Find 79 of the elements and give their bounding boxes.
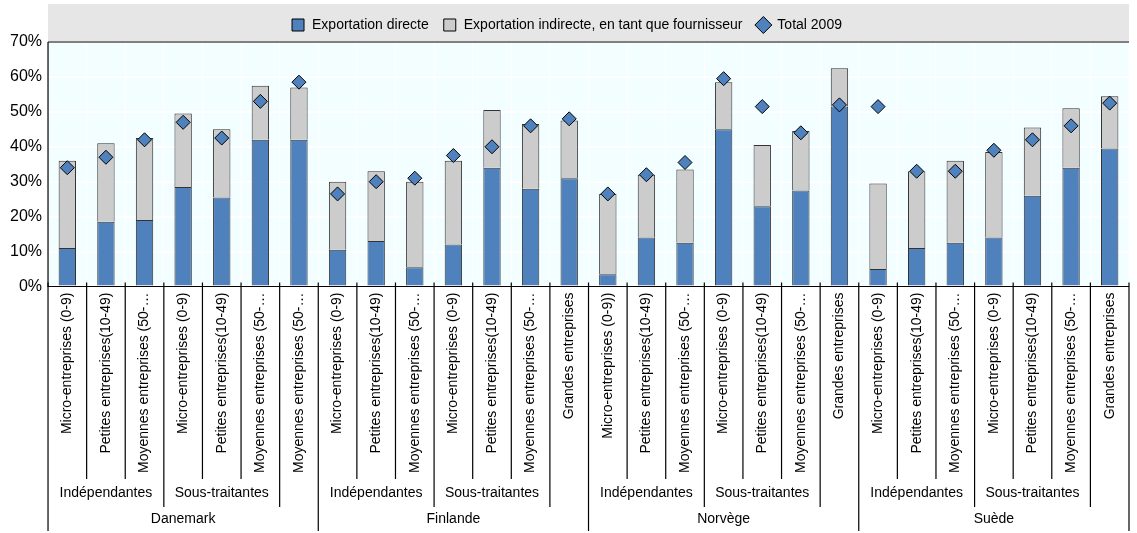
text: Norvège <box>697 509 751 526</box>
x-tick-label: Moyennes entreprises (50-… <box>521 292 538 474</box>
x-tick-label: Moyennes entreprises (50-… <box>405 292 422 474</box>
point <box>330 186 346 202</box>
x-tick-label: Petites entreprises(10-49) <box>96 292 113 454</box>
point <box>561 111 577 127</box>
point <box>754 99 770 115</box>
legend-label: Exportation indirecte, en tant que fournisseur <box>463 15 743 32</box>
y-tick-label: 70% <box>9 32 43 50</box>
x-tick-label: Grandes entreprises <box>830 292 847 420</box>
x-tick-label: Moyennes entreprises (50-… <box>1061 292 1078 474</box>
x-tick-label: Petites entreprises(10-49) <box>907 292 924 454</box>
point <box>368 174 384 190</box>
text: Sous-traitantes <box>174 483 269 500</box>
x-tick-label: Micro-entreprises (0-9) <box>868 292 885 435</box>
x-tick-label: Micro-entreprises (0-9)) <box>598 292 615 439</box>
y-tick-label: 10% <box>9 241 43 259</box>
x-tick-label: Petites entreprises(10-49) <box>753 292 770 454</box>
text: Sous-traitantes <box>715 483 810 500</box>
x-tick-label: Grandes entreprises <box>560 292 577 420</box>
legend-label: Exportation directe <box>312 15 429 32</box>
text: Sous-traitantes <box>985 483 1080 500</box>
point <box>1024 132 1040 148</box>
x-tick-label: Petites entreprises(10-49) <box>1023 292 1040 454</box>
x-tick-label: Micro-entreprises (0-9) <box>58 292 75 435</box>
point <box>59 160 75 176</box>
point <box>831 97 847 113</box>
x-tick-label: Moyennes entreprises (50-… <box>135 292 152 474</box>
x-tick-label: Moyennes entreprises (50-… <box>251 292 268 474</box>
x-tick-label: Micro-entreprises (0-9) <box>714 292 731 435</box>
x-tick-label: Grandes entreprises <box>1100 292 1117 420</box>
x-tick-label: Petites entreprises(10-49) <box>482 292 499 454</box>
point <box>252 93 268 109</box>
point <box>1063 118 1079 134</box>
x-tick-label: Moyennes entreprises (50-… <box>675 292 692 474</box>
point <box>445 148 461 164</box>
x-tick-label: Micro-entreprises (0-9) <box>174 292 190 435</box>
text: Danemark <box>150 509 217 526</box>
point <box>137 132 153 148</box>
x-tick-label: Micro-entreprises (0-9) <box>328 292 345 435</box>
y-tick-label: 30% <box>9 172 43 190</box>
point <box>909 163 925 179</box>
point <box>793 125 809 141</box>
text: Indépendantes <box>600 483 693 500</box>
point <box>716 71 732 87</box>
x-tick-label: Micro-entreprises (0-9) <box>984 292 1001 435</box>
text: Indépendantes <box>59 483 153 500</box>
point <box>870 99 886 115</box>
text: Suède <box>973 509 1015 526</box>
x-tick-label: Moyennes entreprises (50-… <box>946 292 963 474</box>
y-tick-label: 60% <box>9 67 43 85</box>
point <box>484 139 500 155</box>
point <box>638 167 654 183</box>
point <box>523 118 539 134</box>
x-tick-label: Petites entreprises(10-49) <box>212 292 229 454</box>
y-tick-label: 0% <box>18 276 43 294</box>
text: Finlande <box>426 509 481 526</box>
x-tick-label: Petites entreprises(10-49) <box>637 292 654 454</box>
point <box>986 142 1002 158</box>
text: Indépendantes <box>329 483 423 500</box>
x-tick-label: Moyennes entreprises (50-… <box>289 292 306 474</box>
y-tick-label: 20% <box>9 207 43 225</box>
text: Sous-traitantes <box>444 483 540 500</box>
point <box>98 149 114 165</box>
point <box>677 154 693 170</box>
point <box>214 130 230 146</box>
point <box>291 74 307 90</box>
text: Indépendantes <box>870 483 963 500</box>
x-tick-label: Petites entreprises(10-49) <box>367 292 384 454</box>
y-tick-label: 40% <box>9 137 43 155</box>
legend-label: Total 2009 <box>777 15 843 32</box>
point <box>175 114 191 130</box>
point <box>600 186 616 202</box>
x-tick-label: Moyennes entreprises (50-… <box>791 292 808 474</box>
point <box>407 170 423 186</box>
y-tick-label: 50% <box>9 102 43 120</box>
point <box>1102 95 1118 111</box>
x-tick-label: Micro-entreprises (0-9) <box>444 292 461 435</box>
point <box>947 163 963 179</box>
